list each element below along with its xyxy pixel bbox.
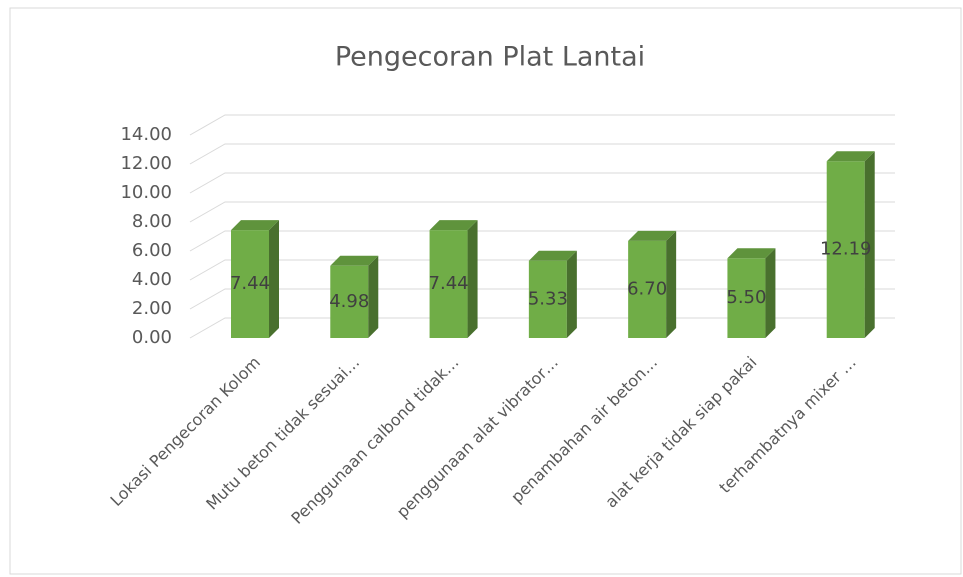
bar <box>231 230 269 338</box>
bar <box>330 265 369 338</box>
grid-line <box>189 114 895 136</box>
data-label: 4.98 <box>329 291 369 312</box>
bar-top <box>429 220 478 231</box>
y-tick-label: 10.00 <box>120 182 172 203</box>
bar-side <box>566 250 577 338</box>
data-label: 7.44 <box>429 273 469 294</box>
bar-side <box>864 151 875 338</box>
bar <box>628 240 667 338</box>
data-label: 12.19 <box>820 239 872 260</box>
y-tick-label: 0.00 <box>132 327 172 348</box>
data-label: 7.44 <box>230 273 270 294</box>
data-label: 5.50 <box>726 287 766 308</box>
bar-top <box>826 151 875 162</box>
grid-line <box>189 172 895 194</box>
bar <box>429 230 468 338</box>
bar-side <box>368 255 379 338</box>
bar-side <box>666 230 677 338</box>
bar <box>528 260 567 338</box>
bar-top <box>727 248 776 259</box>
bar <box>826 161 865 338</box>
y-tick-label: 12.00 <box>120 153 172 174</box>
bar-top <box>330 255 379 266</box>
data-label: 5.33 <box>528 288 568 309</box>
data-label: 6.70 <box>627 278 667 299</box>
y-tick-label: 14.00 <box>120 124 172 145</box>
y-tick-label: 2.00 <box>132 298 172 319</box>
grid-line <box>189 143 895 165</box>
y-tick-label: 8.00 <box>132 211 172 232</box>
bar-top <box>231 220 279 231</box>
y-tick-label: 6.00 <box>132 240 172 261</box>
bar-top <box>528 250 577 261</box>
chart-title: Pengecoran Plat Lantai <box>335 42 645 73</box>
y-tick-label: 4.00 <box>132 269 172 290</box>
bar-side <box>467 220 478 338</box>
bar <box>727 258 766 338</box>
bar-side <box>269 220 279 338</box>
chart-frame <box>9 7 962 575</box>
grid-line <box>189 201 895 223</box>
bar-side <box>765 248 776 338</box>
bar-top <box>628 230 677 241</box>
